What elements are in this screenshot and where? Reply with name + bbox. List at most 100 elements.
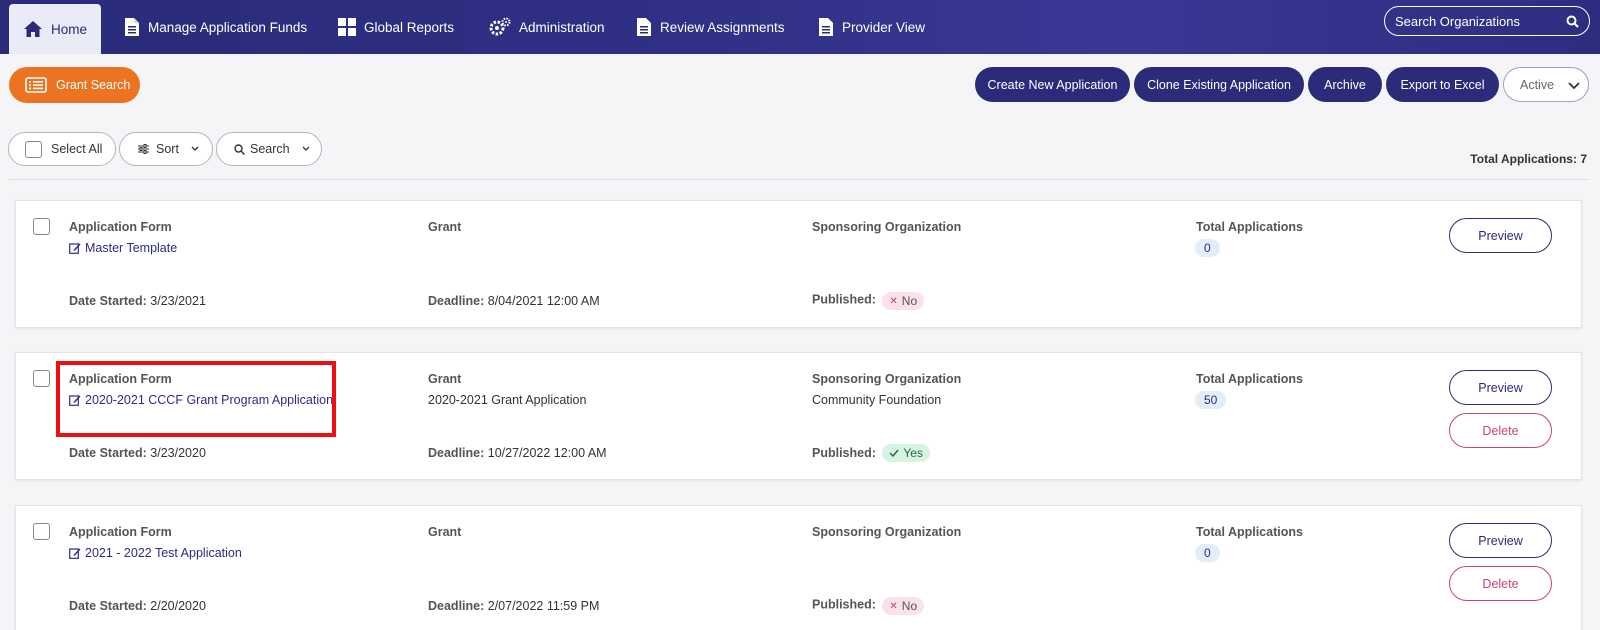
- tab-global-reports[interactable]: Global Reports: [338, 0, 454, 54]
- application-form-name: 2021 - 2022 Test Application: [85, 546, 242, 560]
- sort-dropdown[interactable]: Sort: [119, 132, 213, 166]
- top-navigation: Home Manage Application Funds Global Rep…: [0, 0, 1600, 54]
- tab-home[interactable]: Home: [9, 4, 102, 54]
- application-card: Application Form Master Template Grant S…: [15, 200, 1582, 328]
- delete-button[interactable]: Delete: [1449, 413, 1552, 448]
- application-form-name: Master Template: [85, 241, 178, 255]
- deadline-label: Deadline:: [428, 294, 485, 308]
- clone-existing-application-button[interactable]: Clone Existing Application: [1134, 67, 1304, 102]
- status-select-value: Active: [1520, 77, 1555, 92]
- sliders-icon: [138, 144, 149, 154]
- application-form-label: Application Form: [69, 525, 172, 539]
- edit-icon: [69, 548, 81, 559]
- sponsoring-org-label: Sponsoring Organization: [812, 372, 962, 386]
- grant-search-button[interactable]: Grant Search: [9, 67, 140, 103]
- application-count-badge: 0: [1195, 544, 1220, 562]
- date-started: Date Started: 2/20/2020: [69, 599, 206, 613]
- published-label: Published:: [812, 292, 876, 307]
- grant-label: Grant: [428, 372, 462, 386]
- date-started-value: 3/23/2021: [150, 294, 206, 308]
- search-label: Search: [250, 142, 290, 156]
- row-checkbox[interactable]: [33, 370, 50, 387]
- application-card: Application Form 2020-2021 CCCF Grant Pr…: [15, 352, 1582, 480]
- published: Published: ✕ No: [812, 597, 925, 615]
- select-all-checkbox[interactable]: [25, 140, 42, 158]
- chevron-down-icon: [302, 146, 310, 151]
- archive-button[interactable]: Archive: [1308, 67, 1382, 102]
- application-form-link[interactable]: Master Template: [69, 241, 177, 255]
- preview-button[interactable]: Preview: [1449, 370, 1552, 405]
- document-icon: [125, 18, 139, 36]
- date-started-value: 2/20/2020: [150, 599, 206, 613]
- total-applications-label: Total Applications:: [1470, 152, 1577, 166]
- tab-administration-label: Administration: [519, 19, 605, 35]
- tab-provider-view-label: Provider View: [842, 19, 926, 35]
- create-new-application-button[interactable]: Create New Application: [975, 67, 1130, 102]
- tab-review-assignments[interactable]: Review Assignments: [636, 0, 785, 54]
- date-started: Date Started: 3/23/2020: [69, 446, 206, 460]
- deadline-label: Deadline:: [428, 446, 485, 460]
- grant-label: Grant: [428, 525, 462, 539]
- published-status-value: No: [901, 599, 918, 613]
- sponsoring-org-label: Sponsoring Organization: [812, 525, 962, 539]
- delete-button[interactable]: Delete: [1449, 566, 1552, 601]
- row-checkbox[interactable]: [33, 523, 50, 540]
- total-applications-summary: Total Applications: 7: [1470, 152, 1587, 166]
- deadline: Deadline: 10/27/2022 12:00 AM: [428, 446, 607, 460]
- published-status-badge: ✕ No: [882, 292, 925, 310]
- application-count-badge: 0: [1195, 239, 1220, 257]
- home-icon: [24, 21, 42, 37]
- row-checkbox[interactable]: [33, 218, 50, 235]
- tab-manage-application-funds[interactable]: Manage Application Funds: [124, 0, 307, 54]
- tab-manage-funds-label: Manage Application Funds: [148, 19, 308, 35]
- select-all-label: Select All: [51, 142, 103, 156]
- deadline: Deadline: 2/07/2022 11:59 PM: [428, 599, 599, 613]
- tab-provider-view[interactable]: Provider View: [818, 0, 925, 54]
- search-organizations-placeholder: Search Organizations: [1395, 13, 1521, 29]
- chevron-down-icon: [1568, 82, 1580, 90]
- grid-icon: [338, 18, 356, 36]
- preview-button[interactable]: Preview: [1449, 523, 1552, 558]
- date-started-label: Date Started:: [69, 599, 147, 613]
- edit-icon: [69, 395, 81, 406]
- application-form-label: Application Form: [69, 372, 172, 386]
- chevron-down-icon: [191, 146, 199, 151]
- published-status-badge: ✕ No: [882, 597, 925, 615]
- tab-review-assignments-label: Review Assignments: [660, 19, 785, 35]
- application-form-label: Application Form: [69, 220, 172, 234]
- tab-administration[interactable]: Administration: [489, 0, 605, 54]
- application-form-name: 2020-2021 CCCF Grant Program Application: [85, 393, 334, 407]
- deadline-value: 8/04/2021 12:00 AM: [487, 294, 600, 308]
- application-form-link[interactable]: 2020-2021 CCCF Grant Program Application: [69, 393, 333, 407]
- highlight-box: [56, 361, 336, 437]
- total-applications-col-label: Total Applications: [1196, 372, 1303, 386]
- edit-icon: [69, 243, 81, 254]
- sort-label: Sort: [156, 142, 179, 156]
- select-all-toggle[interactable]: Select All: [8, 132, 116, 166]
- date-started-label: Date Started:: [69, 294, 147, 308]
- published: Published: ✕ No: [812, 292, 925, 310]
- application-form-link[interactable]: 2021 - 2022 Test Application: [69, 546, 242, 560]
- published-label: Published:: [812, 597, 876, 612]
- deadline-value: 2/07/2022 11:59 PM: [487, 599, 600, 613]
- gears-icon: [489, 17, 511, 36]
- published-status-badge: Yes: [882, 444, 930, 462]
- application-card: Application Form 2021 - 2022 Test Applic…: [15, 505, 1582, 630]
- status-select[interactable]: Active: [1503, 67, 1589, 102]
- tab-home-label: Home: [51, 21, 88, 37]
- application-count-badge: 50: [1195, 391, 1227, 409]
- total-applications-col-label: Total Applications: [1196, 220, 1303, 234]
- search-dropdown[interactable]: Search: [216, 132, 322, 166]
- date-started-value: 3/23/2020: [150, 446, 206, 460]
- grant-label: Grant: [428, 220, 462, 234]
- published-label: Published:: [812, 446, 876, 460]
- document-icon: [637, 18, 651, 36]
- date-started: Date Started: 3/23/2021: [69, 294, 206, 308]
- search-organizations-input[interactable]: Search Organizations: [1384, 6, 1590, 36]
- tab-global-reports-label: Global Reports: [364, 19, 455, 35]
- preview-button[interactable]: Preview: [1449, 218, 1552, 253]
- deadline: Deadline: 8/04/2021 12:00 AM: [428, 294, 600, 308]
- search-icon[interactable]: [1566, 15, 1579, 28]
- grant-search-label: Grant Search: [56, 78, 131, 92]
- export-to-excel-button[interactable]: Export to Excel: [1386, 67, 1499, 102]
